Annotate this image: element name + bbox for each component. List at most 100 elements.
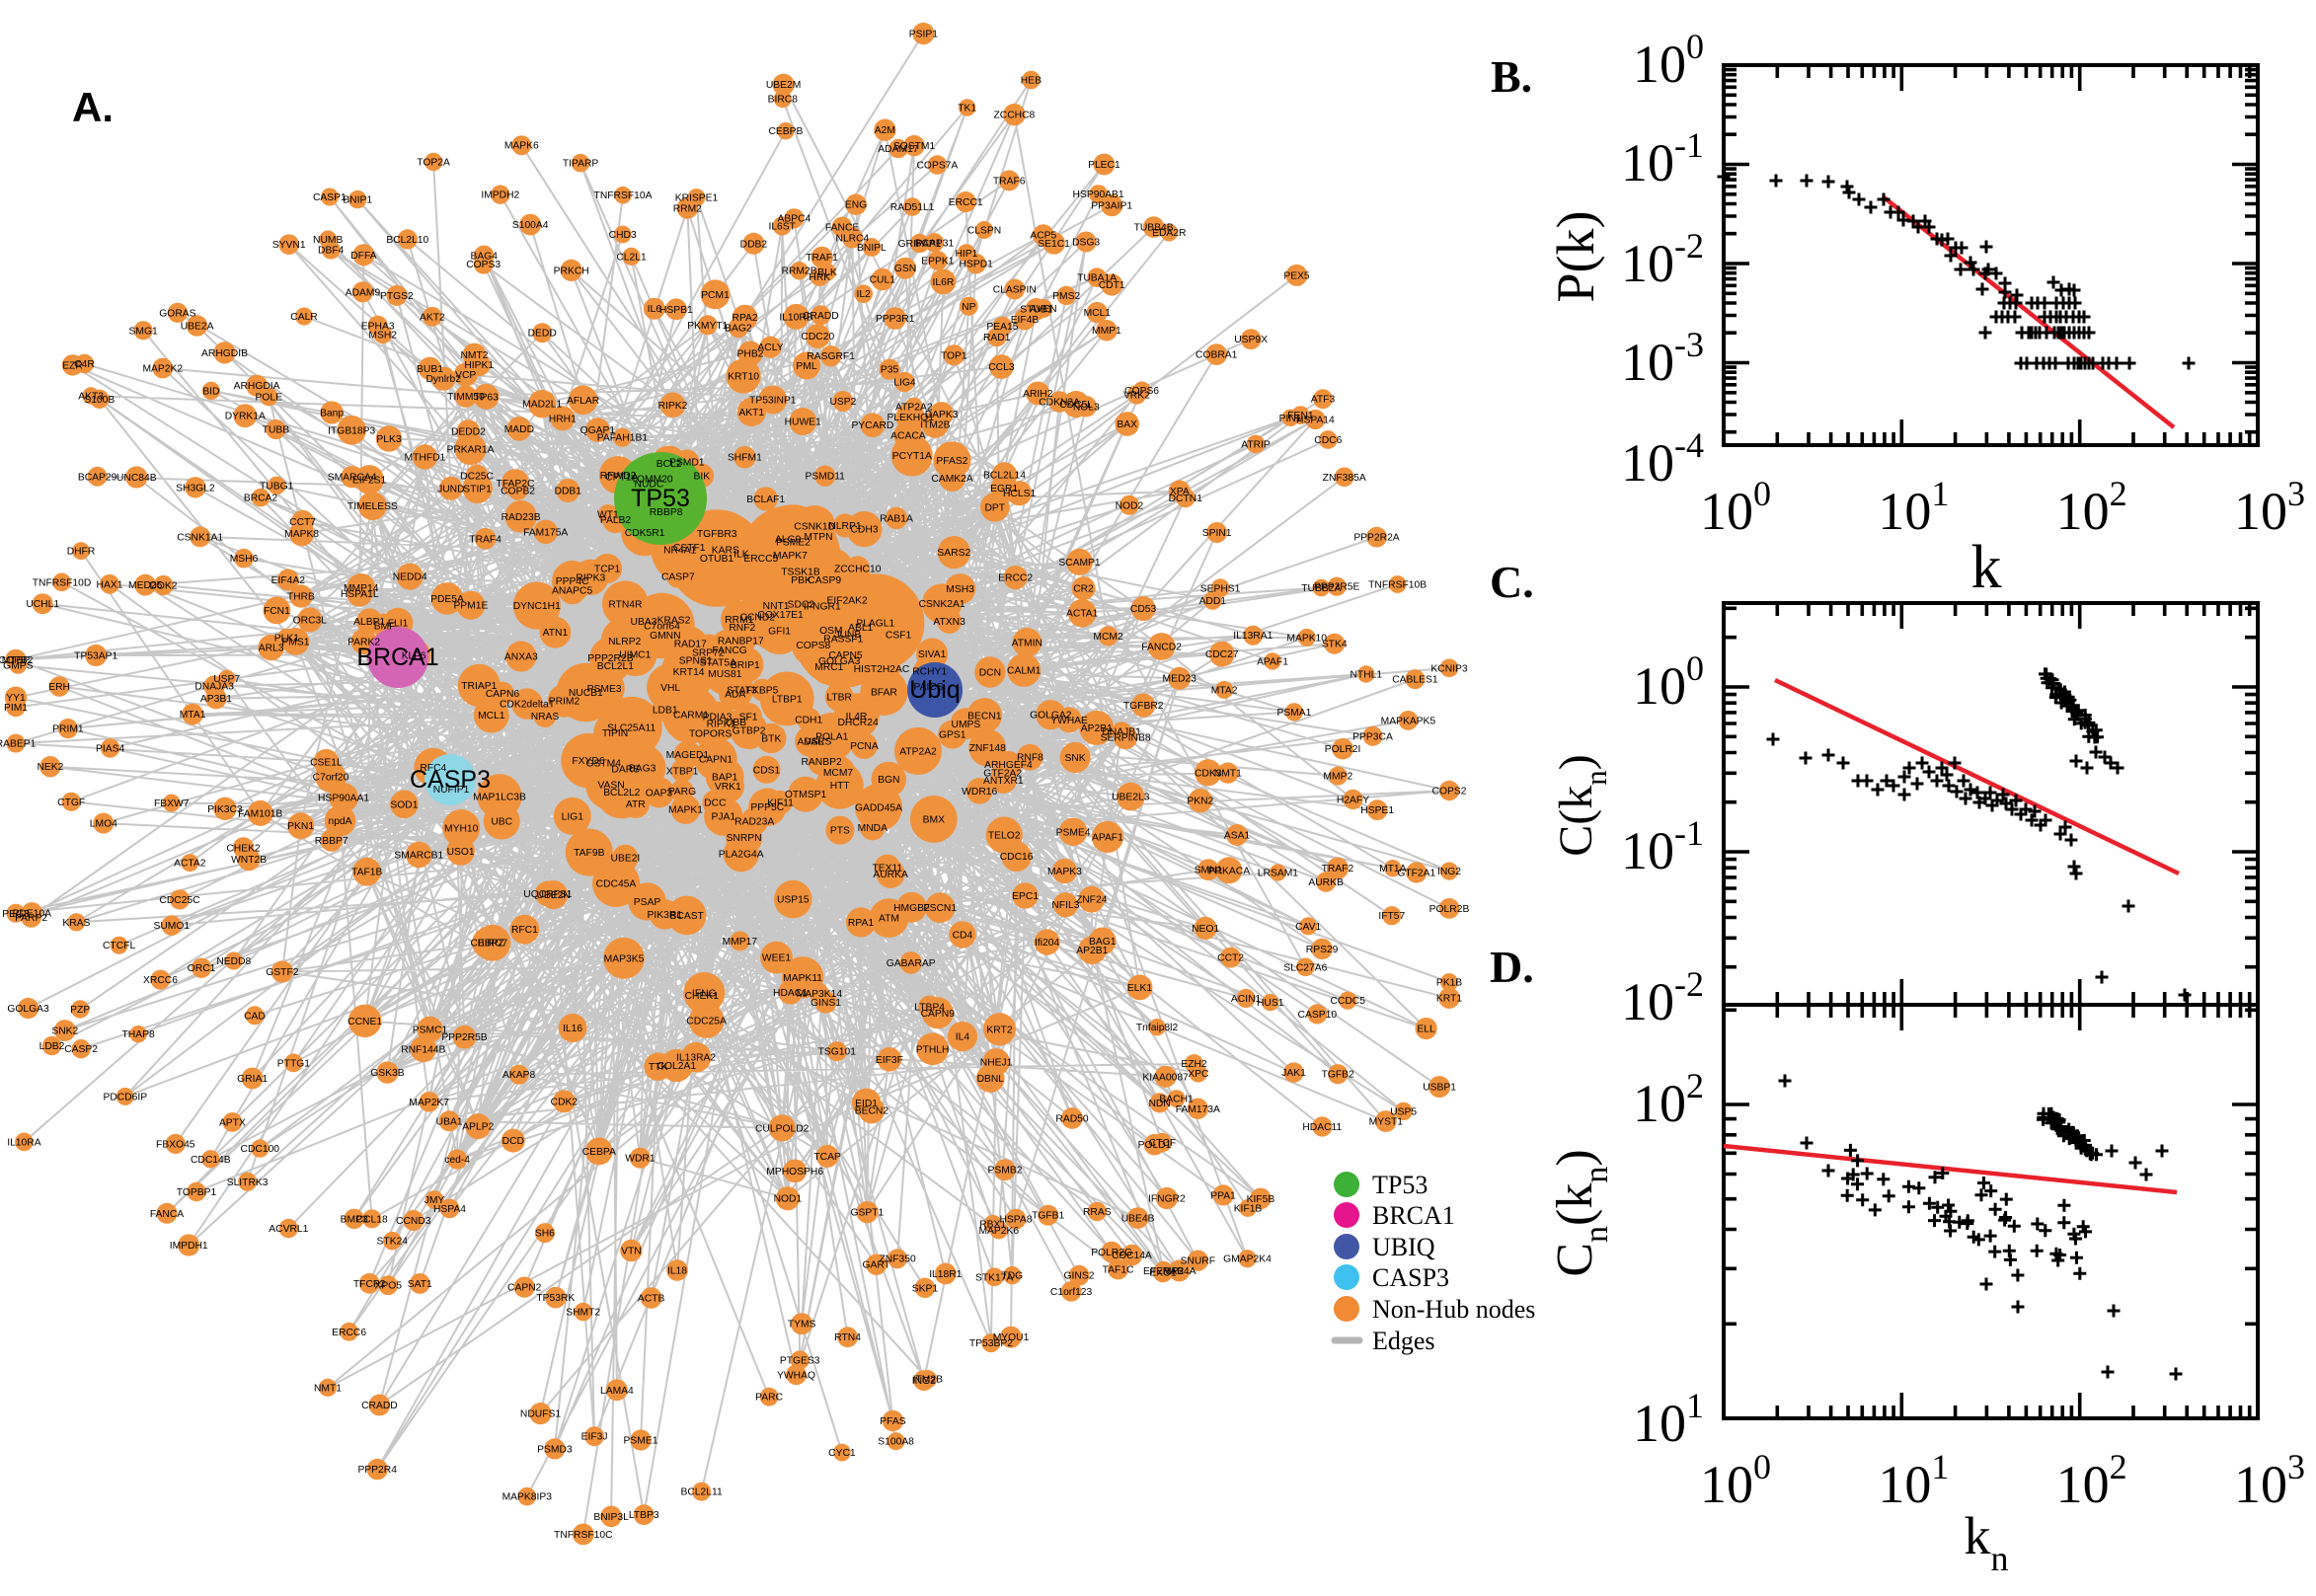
svg-text:P35: P35 (881, 365, 899, 376)
svg-text:RNF8: RNF8 (1017, 753, 1043, 764)
svg-text:MAP2K7: MAP2K7 (409, 1098, 449, 1108)
svg-text:TDG: TDG (1001, 1271, 1023, 1282)
svg-text:PFAS2: PFAS2 (936, 456, 967, 467)
svg-text:PDCD6IP: PDCD6IP (103, 1092, 147, 1102)
svg-text:MAPK8: MAPK8 (284, 529, 319, 540)
svg-text:BCL2L2: BCL2L2 (603, 788, 640, 798)
svg-text:CDC25C: CDC25C (159, 895, 200, 906)
svg-text:FANCG: FANCG (712, 646, 746, 656)
svg-text:ERCC2: ERCC2 (998, 573, 1033, 584)
svg-text:QGAP1: QGAP1 (580, 425, 616, 436)
svg-text:ATP2A2: ATP2A2 (899, 746, 937, 757)
svg-text:OSM: OSM (819, 626, 842, 637)
svg-text:RPA2: RPA2 (733, 313, 758, 324)
svg-text:CSF1: CSF1 (886, 630, 912, 641)
svg-text:PARG: PARG (668, 787, 696, 798)
svg-text:NMT1: NMT1 (1214, 769, 1242, 780)
svg-text:COBRA1: COBRA1 (1196, 350, 1238, 361)
svg-text:BNIP1: BNIP1 (343, 195, 372, 206)
svg-text:PPP2R2B: PPP2R2B (587, 653, 633, 664)
svg-text:BRCA1: BRCA1 (356, 644, 438, 671)
svg-text:PMS2: PMS2 (1052, 291, 1080, 302)
svg-text:EIF3J: EIF3J (581, 1432, 608, 1443)
svg-text:XPC: XPC (1188, 1069, 1209, 1080)
svg-text:UBE2I: UBE2I (611, 854, 641, 865)
svg-text:HIPK1: HIPK1 (464, 360, 494, 371)
svg-text:A.: A. (72, 84, 114, 130)
svg-text:DEDD2: DEDD2 (451, 427, 486, 438)
svg-text:KLF6: KLF6 (402, 651, 426, 662)
svg-text:APLP2: APLP2 (462, 1122, 494, 1133)
svg-text:OTMSP1: OTMSP1 (785, 790, 827, 800)
svg-text:NOD2: NOD2 (1116, 500, 1144, 511)
svg-text:MAD2L1: MAD2L1 (522, 400, 562, 411)
svg-text:ACP5: ACP5 (1030, 231, 1056, 242)
svg-text:WDR16: WDR16 (962, 787, 997, 798)
svg-text:PEX5: PEX5 (1283, 270, 1310, 281)
svg-text:ANTXR1: ANTXR1 (983, 776, 1024, 787)
svg-text:EDA2R: EDA2R (1152, 228, 1186, 239)
svg-text:HCLS1: HCLS1 (1003, 489, 1036, 499)
svg-text:PTTG1: PTTG1 (277, 1058, 310, 1069)
svg-text:RFC1: RFC1 (511, 925, 538, 936)
svg-text:CSE1L: CSE1L (310, 757, 343, 768)
svg-text:UBE2L3: UBE2L3 (1112, 793, 1150, 803)
svg-text:THAP8: THAP8 (121, 1029, 154, 1040)
svg-text:MCL1: MCL1 (1084, 308, 1112, 319)
svg-text:TFCP2: TFCP2 (353, 1279, 386, 1290)
svg-text:MCM7: MCM7 (823, 768, 854, 779)
svg-text:C4R: C4R (74, 359, 95, 370)
svg-text:HSP90AA1: HSP90AA1 (318, 794, 369, 804)
svg-text:GTF2A1: GTF2A1 (1397, 869, 1435, 879)
svg-text:HUWE1: HUWE1 (785, 418, 821, 428)
svg-text:RASGRF1: RASGRF1 (807, 351, 855, 362)
svg-text:TP53RK: TP53RK (536, 1293, 575, 1304)
svg-text:NEO1: NEO1 (1192, 924, 1219, 935)
svg-text:ACACA: ACACA (890, 431, 926, 442)
svg-text:LTBP1: LTBP1 (772, 694, 803, 705)
svg-text:Dynlrb2: Dynlrb2 (425, 374, 461, 385)
svg-text:TP53: TP53 (1372, 1171, 1428, 1199)
svg-text:UQCRFS1: UQCRFS1 (523, 889, 572, 900)
svg-text:PKMYT1: PKMYT1 (687, 321, 728, 332)
svg-text:TK1: TK1 (958, 104, 976, 114)
svg-text:IMPDH1: IMPDH1 (170, 1241, 208, 1252)
svg-text:BAX: BAX (1117, 419, 1137, 430)
svg-text:FKBP5: FKBP5 (746, 685, 779, 696)
svg-text:SMARCA4: SMARCA4 (328, 473, 377, 484)
svg-text:RTN4: RTN4 (834, 1332, 861, 1343)
svg-text:PAFAH1B1: PAFAH1B1 (597, 433, 649, 444)
svg-text:MYOU1: MYOU1 (993, 1332, 1030, 1343)
svg-text:MMP2: MMP2 (1323, 772, 1352, 783)
svg-text:RAB4A: RAB4A (1163, 1266, 1197, 1277)
svg-text:HDAC1: HDAC1 (773, 988, 808, 999)
svg-text:VCP: VCP (455, 370, 476, 381)
svg-text:SYVN1: SYVN1 (272, 240, 306, 251)
svg-text:HTT: HTT (830, 781, 851, 792)
svg-text:TCP1: TCP1 (594, 565, 621, 575)
svg-text:COPB2: COPB2 (501, 486, 535, 496)
svg-text:NNT1: NNT1 (763, 601, 790, 612)
svg-text:ARHGEF4: ARHGEF4 (984, 760, 1033, 771)
svg-text:MAPK6: MAPK6 (504, 141, 539, 152)
svg-text:RBX1: RBX1 (979, 1220, 1006, 1231)
svg-text:AKAP8: AKAP8 (502, 1070, 535, 1081)
svg-text:TP53: TP53 (631, 485, 690, 512)
svg-text:CTCF: CTCF (1149, 1138, 1176, 1149)
svg-text:HMGB2: HMGB2 (893, 903, 930, 914)
svg-text:STK4: STK4 (1322, 640, 1348, 650)
svg-text:CDK5R1: CDK5R1 (625, 528, 665, 539)
svg-text:ATN1: ATN1 (543, 628, 569, 639)
svg-text:IL6: IL6 (648, 304, 662, 315)
svg-text:RBBP7: RBBP7 (315, 836, 348, 847)
svg-text:AKT3: AKT3 (78, 392, 104, 403)
svg-text:CASP3: CASP3 (1372, 1263, 1449, 1292)
svg-text:CDC27: CDC27 (1205, 649, 1239, 660)
svg-text:LAMA4: LAMA4 (600, 1386, 634, 1397)
svg-text:USP15: USP15 (777, 895, 810, 906)
svg-text:APAF1: APAF1 (1257, 656, 1288, 667)
svg-text:PSIP1: PSIP1 (909, 30, 938, 40)
svg-text:BCLAF1: BCLAF1 (746, 494, 785, 505)
svg-text:PLK3: PLK3 (376, 434, 401, 445)
svg-text:MSH6: MSH6 (230, 554, 259, 565)
